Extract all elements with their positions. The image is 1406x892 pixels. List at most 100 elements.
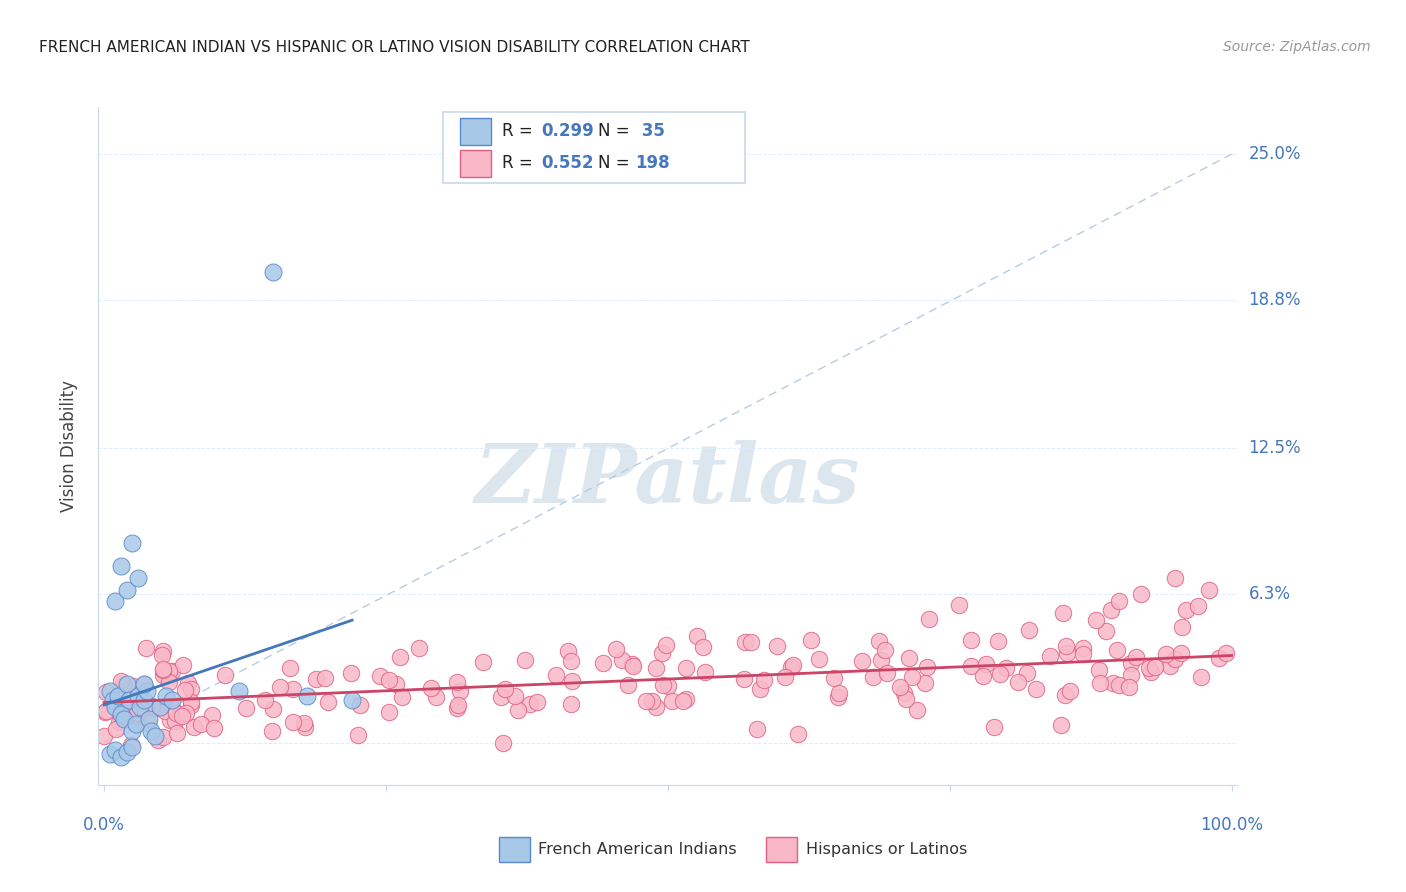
Point [103, 698, 125, 712]
Text: 100.0%: 100.0% [1201, 815, 1263, 833]
Point [201, 708, 224, 723]
Point [305, 673, 328, 687]
Point [657, 679, 679, 693]
Point [773, 670, 796, 684]
Point [734, 634, 756, 648]
Point [905, 703, 928, 717]
Point [115, 698, 138, 713]
Point [1056, 647, 1078, 661]
Point [828, 686, 851, 700]
Text: 25.0%: 25.0% [1249, 145, 1301, 163]
Point [378, 705, 401, 719]
Point [1099, 603, 1122, 617]
Point [808, 651, 831, 665]
Point [157, 675, 180, 690]
Point [112, 712, 135, 726]
Point [160, 664, 183, 678]
Point [489, 690, 512, 704]
Point [1143, 660, 1166, 674]
Point [98, 747, 121, 762]
Text: 35: 35 [636, 122, 665, 140]
Point [875, 642, 897, 657]
Point [1052, 606, 1074, 620]
Point [377, 673, 399, 687]
Point [901, 670, 924, 684]
Point [472, 655, 495, 669]
Point [278, 661, 301, 675]
Point [180, 694, 202, 708]
Point [1191, 670, 1213, 684]
Point [1108, 594, 1130, 608]
Point [449, 683, 471, 698]
Point [620, 657, 643, 671]
Point [560, 697, 582, 711]
Point [143, 729, 166, 743]
Point [893, 686, 915, 700]
Point [675, 661, 697, 675]
Point [96, 704, 118, 718]
Point [447, 698, 470, 712]
Point [294, 721, 316, 735]
Point [152, 644, 174, 658]
Point [894, 691, 917, 706]
Point [752, 673, 775, 688]
Point [391, 690, 413, 705]
Point [121, 535, 143, 549]
Point [157, 664, 180, 678]
Point [117, 706, 139, 720]
Point [868, 634, 890, 648]
Point [149, 700, 172, 714]
Point [132, 693, 155, 707]
Point [1054, 688, 1077, 702]
Point [641, 693, 664, 707]
Point [314, 671, 336, 685]
Point [166, 725, 188, 739]
Text: French American Indians: French American Indians [538, 842, 737, 856]
Text: 6.3%: 6.3% [1249, 585, 1291, 603]
Point [269, 680, 291, 694]
Point [692, 640, 714, 654]
Point [972, 669, 994, 683]
Point [349, 698, 371, 713]
Point [159, 713, 181, 727]
Point [124, 716, 146, 731]
Point [316, 695, 339, 709]
Point [695, 665, 717, 680]
Point [283, 681, 305, 696]
Text: ZIPatlas: ZIPatlas [475, 440, 860, 520]
Point [1187, 599, 1209, 613]
Point [115, 745, 138, 759]
Point [1095, 624, 1118, 638]
Point [1085, 613, 1108, 627]
Point [988, 667, 1011, 681]
Point [557, 644, 579, 658]
Text: FRENCH AMERICAN INDIAN VS HISPANIC OR LATINO VISION DISABILITY CORRELATION CHART: FRENCH AMERICAN INDIAN VS HISPANIC OR LA… [39, 40, 751, 55]
Point [127, 571, 149, 585]
Point [115, 677, 138, 691]
Point [1137, 661, 1160, 675]
Point [166, 711, 188, 725]
Point [153, 704, 176, 718]
Point [960, 632, 983, 647]
Point [1050, 718, 1073, 732]
Point [174, 682, 197, 697]
Point [235, 701, 257, 715]
Point [889, 680, 911, 694]
Point [515, 653, 537, 667]
Point [165, 714, 187, 729]
Text: 198: 198 [636, 154, 671, 172]
Point [1018, 623, 1040, 637]
Point [1007, 674, 1029, 689]
Point [104, 723, 127, 737]
Point [994, 661, 1017, 675]
Point [152, 668, 174, 682]
Point [544, 668, 567, 682]
Point [526, 695, 548, 709]
Point [340, 693, 363, 707]
Point [655, 638, 678, 652]
Point [503, 689, 526, 703]
Point [519, 697, 541, 711]
Text: 0.0%: 0.0% [83, 815, 125, 833]
Text: 0.552: 0.552 [541, 154, 593, 172]
Point [152, 663, 174, 677]
